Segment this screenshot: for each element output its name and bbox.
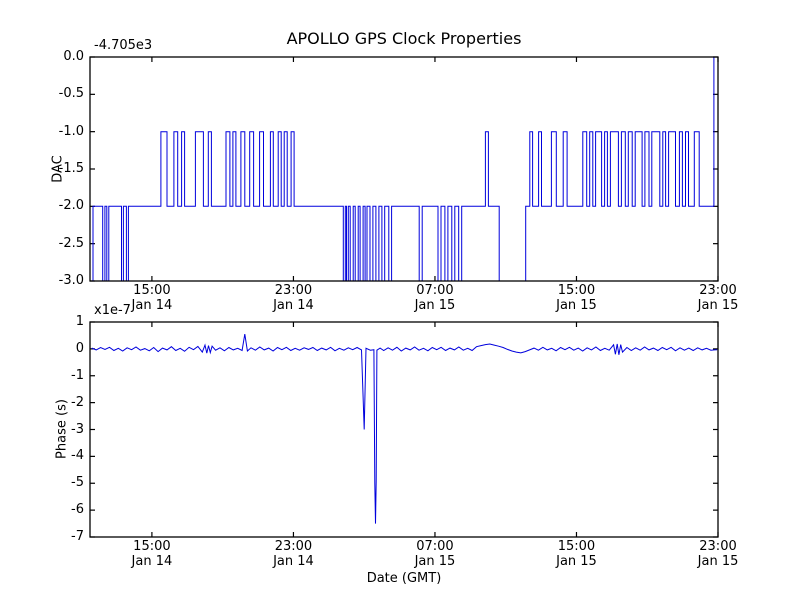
x-tick-time: 23:00 bbox=[699, 283, 737, 298]
x-tick-time: 23:00 bbox=[274, 539, 313, 554]
y-tick-label: -5 bbox=[71, 475, 84, 491]
y-tick-label: 0 bbox=[75, 340, 84, 356]
x-tick-date: Jan 15 bbox=[697, 553, 739, 569]
phase-axis-offset-label: x1e-7 bbox=[94, 303, 131, 318]
x-tick-date: Jan 14 bbox=[273, 297, 314, 313]
x-tick-time: 23:00 bbox=[699, 539, 737, 554]
phase-trace bbox=[91, 334, 718, 524]
axes-frame bbox=[89, 321, 719, 538]
x-tick-label: 15:00 Jan 14 bbox=[116, 539, 188, 569]
y-tick-label: -6 bbox=[71, 502, 84, 518]
y-tick-label: -7 bbox=[71, 529, 84, 544]
chart-title: APOLLO GPS Clock Properties bbox=[286, 29, 522, 48]
x-tick-label: 23:00 Jan 14 bbox=[257, 283, 329, 313]
x-tick-date: Jan 15 bbox=[414, 553, 456, 569]
x-tick-date: Jan 15 bbox=[556, 297, 597, 313]
y-tick-label: -1 bbox=[71, 367, 84, 383]
x-tick-label: 15:00 Jan 15 bbox=[540, 539, 612, 569]
x-tick-label: 23:00 Jan 14 bbox=[257, 539, 329, 569]
y-tick-label: -2 bbox=[71, 394, 84, 410]
y-tick-label: -0.5 bbox=[58, 86, 84, 102]
x-tick-time: 07:00 bbox=[416, 539, 454, 554]
y-tick-label: -3 bbox=[71, 421, 84, 437]
axes-frame bbox=[89, 56, 719, 282]
dac-axis-offset-label: -4.705e3 bbox=[94, 38, 153, 53]
x-tick-label: 07:00 Jan 15 bbox=[399, 283, 471, 313]
y-tick-label: -1.0 bbox=[58, 123, 84, 139]
x-tick-date: Jan 15 bbox=[556, 553, 597, 569]
x-tick-label: 15:00 Jan 14 bbox=[116, 283, 188, 313]
y-tick-label: 0.0 bbox=[63, 49, 84, 64]
x-axis-label: Date (GMT) bbox=[366, 571, 442, 586]
x-tick-date: Jan 14 bbox=[273, 553, 314, 569]
x-tick-date: Jan 14 bbox=[131, 297, 173, 313]
y-tick-label: -2.5 bbox=[58, 235, 84, 251]
x-tick-date: Jan 14 bbox=[131, 553, 173, 569]
y-tick-label: -4 bbox=[71, 448, 84, 464]
y-tick-label: -2.0 bbox=[58, 198, 84, 214]
x-tick-date: Jan 15 bbox=[414, 297, 456, 313]
y-tick-label: -3.0 bbox=[58, 273, 84, 288]
x-tick-label: 23:00 Jan 15 bbox=[682, 283, 754, 313]
dac-trace bbox=[90, 56, 718, 282]
x-tick-label: 23:00 Jan 15 bbox=[682, 539, 754, 569]
x-tick-time: 15:00 bbox=[557, 283, 596, 298]
y-tick-label: -1.5 bbox=[58, 161, 84, 176]
x-tick-date: Jan 15 bbox=[697, 297, 739, 313]
x-tick-time: 23:00 bbox=[274, 283, 313, 298]
x-tick-label: 15:00 Jan 15 bbox=[540, 283, 612, 313]
y-tick-label: 1 bbox=[75, 314, 84, 329]
x-tick-time: 15:00 bbox=[133, 539, 171, 554]
x-tick-time: 15:00 bbox=[133, 283, 171, 298]
x-tick-time: 15:00 bbox=[557, 539, 596, 554]
x-tick-time: 07:00 bbox=[416, 283, 454, 298]
x-tick-label: 07:00 Jan 15 bbox=[399, 539, 471, 569]
